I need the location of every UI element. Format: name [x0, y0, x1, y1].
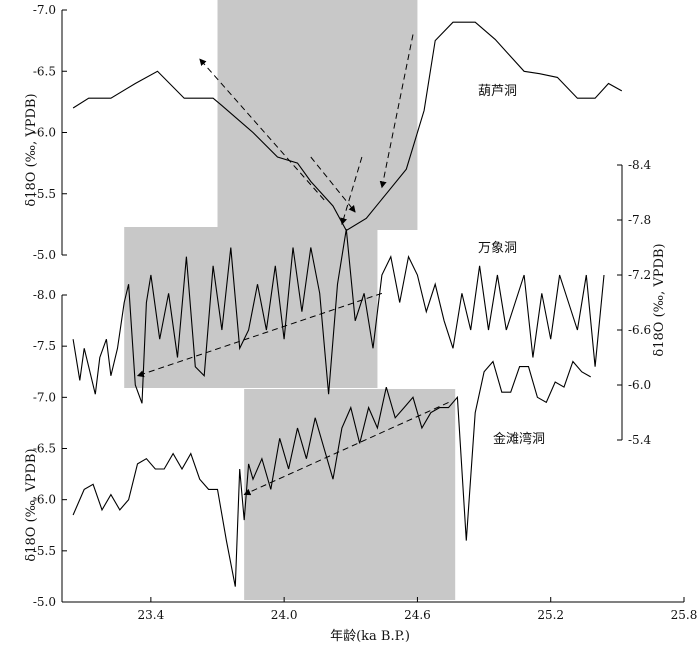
y-tick-label: -6.6	[628, 323, 651, 337]
shaded-periods	[124, 0, 456, 600]
trend-arrow-2	[379, 34, 414, 189]
x-tick-label: 24.6	[404, 608, 431, 622]
x-tick-label: 25.2	[537, 608, 564, 622]
y-tick-label: -6.0	[33, 126, 56, 140]
y-tick-label: -7.8	[628, 213, 651, 227]
series-label-jintanwan: 金滩湾洞	[493, 431, 545, 447]
series-line-0	[72, 21, 623, 232]
y-axis-title-hulu: δ18O (‰, VPDB)	[24, 93, 39, 206]
y-tick-label: -7.0	[33, 3, 56, 17]
series-label-hulu: 葫芦洞	[478, 84, 517, 99]
x-tick-label: 23.4	[137, 608, 164, 622]
series-layer	[72, 21, 623, 587]
trend-arrow-1	[310, 156, 356, 213]
y-tick-label: -5.0	[33, 248, 56, 262]
y-tick-label: -7.5	[33, 339, 56, 353]
trend-arrow-0	[199, 58, 325, 201]
series-line-1	[72, 229, 605, 404]
shaded-period-0	[217, 0, 418, 230]
y-tick-label: -6.0	[33, 493, 56, 507]
y-tick-label: -7.0	[33, 390, 56, 404]
y-tick-label: -6.0	[628, 378, 651, 392]
y-tick-label: -6.5	[33, 442, 56, 456]
series-line-2	[72, 360, 591, 587]
y-tick-label: -5.4	[628, 433, 652, 447]
y-axis-title-jintanwan: δ18O (‰, VPDB)	[24, 448, 39, 561]
trend-arrow-3	[340, 156, 363, 226]
y-tick-label: -5.5	[33, 187, 56, 201]
x-tick-label: 25.8	[671, 608, 698, 622]
x-tick-label: 24.0	[271, 608, 298, 622]
y-axis-title-wanxiang: δ18O (‰, VPDB)	[652, 243, 667, 356]
axes: 23.4 24.0 24.6 25.2 25.8 -7.0 -6.5 -6.0 -5.5 -5.0…	[33, 3, 698, 622]
y-tick-label: -8.4	[628, 158, 652, 172]
y-tick-label: -8.0	[33, 288, 56, 302]
series-label-wanxiang: 万象洞	[478, 241, 517, 256]
trend-arrows	[136, 34, 449, 496]
trend-arrow-4	[136, 292, 383, 378]
labels: 葫芦洞 万象洞 金滩湾洞 年龄(ka B.P.) δ18O (‰, VPDB) …	[24, 84, 667, 644]
y-tick-label: -6.5	[33, 64, 56, 78]
y-tick-label: -5.0	[33, 595, 56, 609]
shaded-period-2	[244, 389, 456, 600]
x-axis-title: 年龄(ka B.P.)	[330, 629, 410, 644]
y-tick-label: -5.5	[33, 544, 56, 558]
trend-arrow-5	[243, 401, 449, 496]
y-tick-label: -7.2	[628, 268, 651, 282]
